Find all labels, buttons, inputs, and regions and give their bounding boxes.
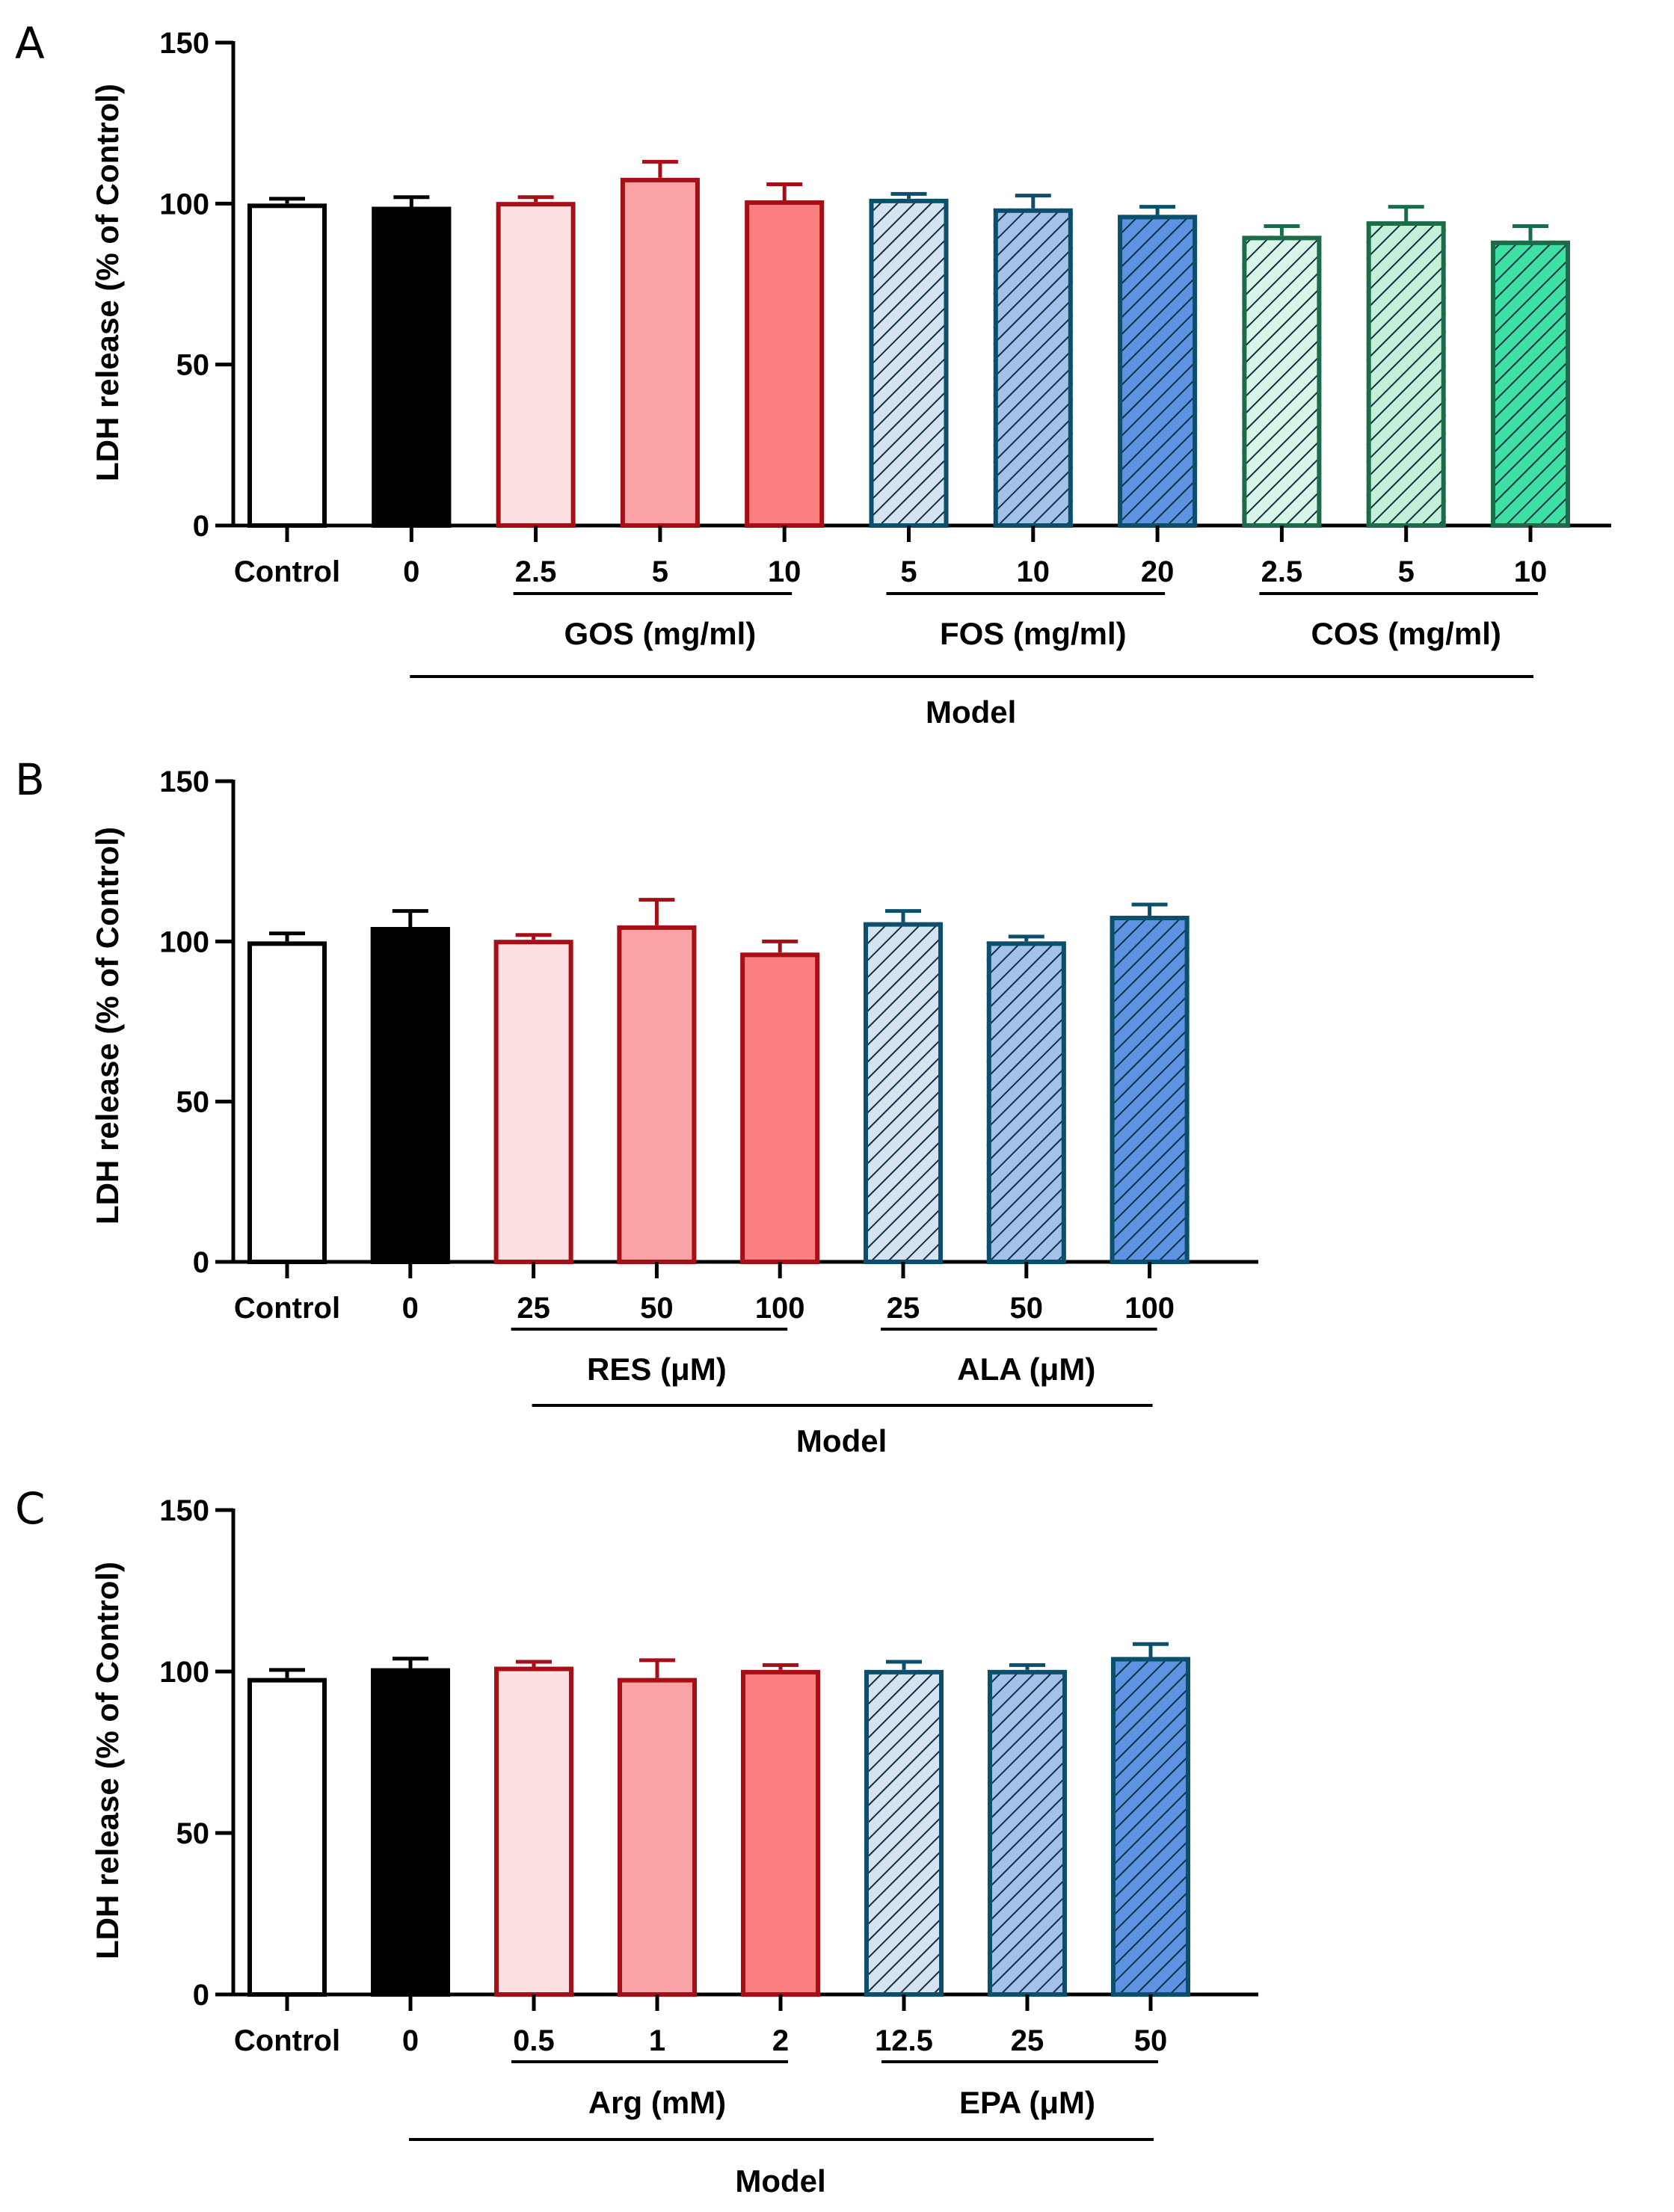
- panel-letter: A: [15, 18, 45, 69]
- bar: [247, 941, 327, 1262]
- bar-hatch: [1118, 215, 1198, 526]
- bar-hatch: [864, 922, 943, 1262]
- model-label: Model: [735, 2163, 825, 2199]
- x-tick-label: 5: [1398, 555, 1415, 588]
- group-label: ALA (μM): [957, 1352, 1095, 1387]
- x-tick-label: 20: [1141, 555, 1175, 588]
- x-tick-label: Control: [234, 1292, 340, 1325]
- group-label: GOS (mg/ml): [564, 616, 757, 651]
- x-tick-label: 50: [640, 1292, 674, 1325]
- model-label: Model: [926, 694, 1016, 730]
- x-tick-label: 100: [755, 1292, 805, 1325]
- plot-area: 0 50 100 150 Control 0 2.5 5 10 5 10 20 2.5 5 10 GOS (m…: [159, 27, 1611, 730]
- y-tick-label: 0: [193, 510, 209, 543]
- bar: [372, 206, 452, 526]
- x-tick-label: 5: [900, 555, 917, 588]
- y-axis-label: LDH release (% of Control): [90, 1562, 125, 1959]
- x-tick-label: 25: [517, 1292, 550, 1325]
- x-tick-label: Control: [234, 2024, 340, 2057]
- x-tick-label: 10: [1514, 555, 1548, 588]
- chart-panel-b: B LDH release (% of Control) 0 50 100 150 Co…: [15, 754, 1258, 1458]
- x-tick-label: 10: [768, 555, 801, 588]
- bar-hatch: [864, 1669, 944, 1994]
- bar: [494, 1666, 573, 1994]
- y-tick-label: 100: [159, 188, 209, 221]
- chart-panel-c: C LDH release (% of Control) 050100150Co…: [15, 1483, 1258, 2199]
- panel-letter: C: [15, 1483, 46, 1534]
- group-label: EPA (μM): [959, 2085, 1095, 2120]
- x-tick-label: 10: [1017, 555, 1050, 588]
- bar-hatch: [1491, 240, 1570, 526]
- model-label: Model: [796, 1423, 887, 1458]
- y-tick-label: 100: [159, 1656, 209, 1689]
- x-tick-label: 1: [649, 2024, 665, 2057]
- bar: [741, 1669, 820, 1994]
- plot-area: 0 50 100 150 Control 0 0.5 1 2 12.5 25 50 Arg (mM) EP…: [159, 1494, 1258, 2199]
- x-tick-label: 2: [772, 2024, 789, 2057]
- y-tick-label: 100: [159, 925, 209, 958]
- x-tick-label: 25: [887, 1292, 920, 1325]
- x-tick-label: 0: [403, 555, 419, 588]
- group-label: COS (mg/ml): [1311, 616, 1501, 651]
- bar-hatch: [1111, 1657, 1190, 1994]
- y-tick-label: 0: [193, 1979, 209, 2012]
- y-tick-label: 150: [159, 765, 209, 798]
- x-tick-label: 25: [1011, 2024, 1044, 2057]
- bar-hatch: [993, 208, 1073, 526]
- x-tick-label: 2.5: [515, 555, 557, 588]
- group-label: FOS (mg/ml): [940, 616, 1127, 651]
- bar: [247, 203, 327, 526]
- y-tick-label: 150: [159, 27, 209, 60]
- bar: [620, 177, 700, 526]
- bar: [493, 940, 573, 1262]
- x-tick-label: 0.5: [513, 2024, 555, 2057]
- bar-hatch: [1110, 916, 1190, 1262]
- bar: [247, 1678, 327, 1994]
- x-tick-label: 100: [1124, 1292, 1175, 1325]
- bar: [617, 925, 697, 1262]
- y-tick-label: 150: [159, 1494, 209, 1527]
- plot-area: 0 50 100 150 Control 0 25 50 100 25 50 100 RES (μM) A…: [159, 765, 1258, 1458]
- bar: [618, 1678, 697, 1994]
- y-tick-label: 50: [176, 1086, 210, 1119]
- bar: [496, 202, 576, 526]
- y-tick-label: 0: [193, 1246, 209, 1279]
- y-tick-label: 50: [176, 349, 210, 382]
- x-tick-label: 2.5: [1261, 555, 1303, 588]
- bar: [740, 952, 820, 1262]
- bar-hatch: [869, 198, 949, 526]
- y-tick-label: 50: [176, 1817, 210, 1850]
- y-axis-label: LDH release (% of Control): [90, 827, 125, 1224]
- bar-hatch: [986, 941, 1066, 1262]
- x-tick-label: 50: [1010, 1292, 1044, 1325]
- panel-letter: B: [15, 754, 45, 805]
- bar-hatch: [988, 1669, 1067, 1994]
- y-axis-label: LDH release (% of Control): [90, 84, 125, 481]
- x-tick-label: 0: [402, 2024, 419, 2057]
- group-label: RES (μM): [587, 1352, 727, 1387]
- bar: [371, 1668, 450, 1994]
- x-tick-label: Control: [234, 555, 340, 588]
- group-label: Arg (mM): [588, 2085, 726, 2120]
- x-tick-label: 5: [652, 555, 668, 588]
- x-tick-label: 12.5: [875, 2024, 933, 2057]
- chart-panel-a: A LDH release (% of Control) 050100150Co…: [15, 18, 1611, 730]
- bar: [745, 200, 825, 526]
- x-tick-label: 50: [1134, 2024, 1168, 2057]
- x-tick-label: 0: [402, 1292, 419, 1325]
- bar-hatch: [1366, 221, 1446, 526]
- bar: [370, 927, 450, 1262]
- bar-hatch: [1242, 235, 1322, 526]
